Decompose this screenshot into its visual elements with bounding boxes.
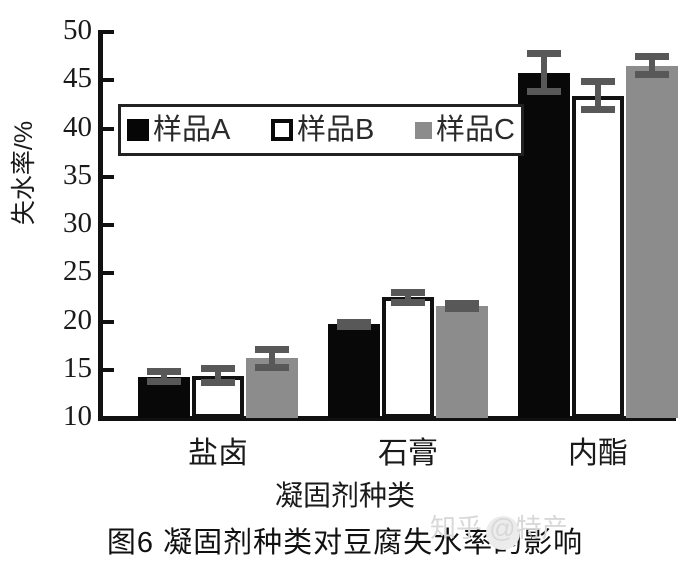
y-axis-tick-label: 15	[63, 351, 92, 384]
figure-caption: 图6 凝固剂种类对豆腐失水率的影响	[106, 527, 584, 559]
x-axis-title: 凝固剂种类	[274, 480, 415, 511]
error-bar-cap-top	[635, 53, 669, 61]
error-bar-cap-top	[147, 367, 181, 375]
y-axis-tick	[103, 271, 114, 276]
y-axis-tick	[103, 367, 114, 372]
error-bar-cap-bottom	[581, 106, 615, 114]
error-bar-stem	[161, 367, 167, 386]
y-axis-tick-label: 35	[63, 158, 92, 191]
x-category-label-盐卤: 盐卤	[188, 437, 248, 470]
y-axis-tick-label: 10	[63, 400, 92, 432]
error-bar-stem	[269, 345, 275, 371]
y-axis-tick-label: 25	[63, 255, 92, 288]
y-axis-tick-label: 30	[63, 207, 92, 239]
error-bar-stem	[541, 50, 547, 95]
y-axis-tick	[103, 174, 114, 179]
y-axis-tick	[103, 126, 114, 131]
error-bar-cap-top	[391, 288, 425, 296]
error-bar-cap-bottom	[201, 379, 235, 387]
y-axis-title: 失水率/%	[10, 120, 38, 226]
error-bar-cap-bottom	[337, 323, 371, 331]
plot-area	[100, 32, 678, 418]
error-bar-cap-top	[255, 345, 289, 353]
watermark-logo-icon	[486, 516, 520, 550]
error-bar-cap-top	[527, 50, 561, 58]
y-axis-tick	[103, 416, 114, 420]
y-axis-tick-label: 20	[63, 303, 92, 336]
y-axis-tick	[103, 319, 114, 324]
bar-石膏-样品B	[382, 297, 434, 418]
legend-entry-样品B: 样品B	[271, 115, 374, 145]
error-bar-cap-bottom	[147, 378, 181, 386]
error-bar-cap-top	[581, 78, 615, 86]
legend-label: 样品A	[153, 114, 231, 146]
y-axis-line	[98, 30, 103, 420]
y-axis-tick-label: 45	[63, 62, 92, 95]
outline-white-square-icon	[271, 119, 294, 141]
legend-label: 样品B	[297, 114, 375, 146]
error-bar-cap-bottom	[255, 363, 289, 371]
legend-entry-样品C: 样品C	[415, 115, 515, 145]
x-category-label-内酯: 内酯	[568, 437, 628, 470]
filled-gray-square-icon	[415, 121, 433, 139]
error-bar-cap-top	[337, 318, 371, 326]
error-bar-cap-top	[445, 300, 479, 308]
legend: 样品A 样品B 样品C	[118, 104, 524, 156]
y-tick-label-group: 50 45 40 35 30 25 20 15 10	[20, 0, 92, 570]
error-bar-cap-bottom	[445, 304, 479, 312]
error-bar-stem	[405, 288, 411, 307]
y-axis-tick	[103, 78, 114, 83]
y-axis-tick-label: 40	[63, 110, 92, 143]
legend-entry-样品A: 样品A	[127, 115, 230, 145]
error-bar-cap-top	[201, 364, 235, 372]
error-bar-cap-bottom	[635, 71, 669, 79]
bar-石膏-样品C	[436, 306, 488, 418]
x-category-label-石膏: 石膏	[378, 437, 438, 470]
error-bar-stem	[649, 53, 655, 79]
bar-内酯-样品A	[518, 72, 570, 418]
y-axis-tick	[103, 30, 114, 34]
x-axis-line	[98, 416, 676, 421]
error-bar-cap-bottom	[527, 87, 561, 95]
y-axis-tick	[103, 223, 114, 227]
y-axis-tick-label: 50	[63, 14, 92, 46]
filled-black-square-icon	[127, 119, 149, 141]
error-bar-stem	[215, 364, 221, 387]
error-bar-cap-bottom	[391, 299, 425, 307]
bar-内酯-样品B	[572, 95, 624, 418]
bar-内酯-样品C	[626, 65, 678, 418]
legend-label: 样品C	[436, 114, 515, 146]
bar-石膏-样品A	[328, 324, 380, 418]
error-bar-stem	[595, 78, 601, 114]
